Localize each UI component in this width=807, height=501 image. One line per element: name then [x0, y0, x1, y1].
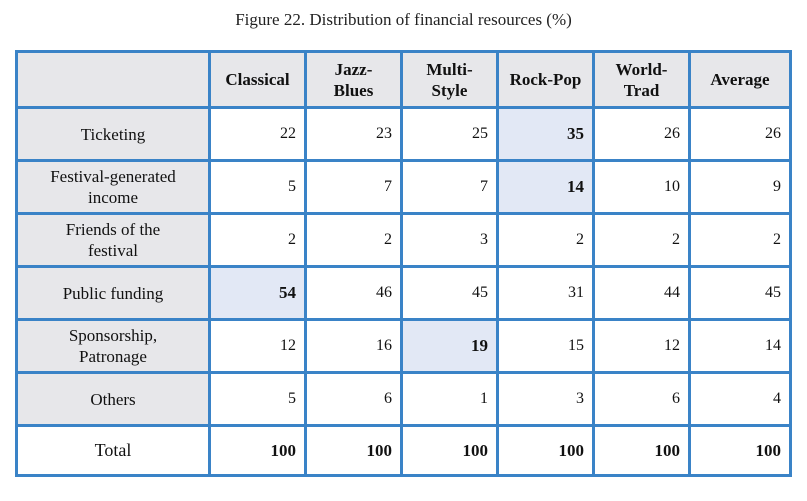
value-cell: 45	[400, 265, 499, 321]
table-row: Sponsorship, Patronage 12 16 19 15 12 14	[15, 318, 792, 374]
total-value-cell: 100	[592, 424, 691, 477]
value-cell: 44	[592, 265, 691, 321]
value-cell: 2	[208, 212, 307, 268]
column-header-text: Average	[710, 70, 770, 89]
column-header-text: World-	[615, 59, 668, 79]
table-row: Friends of the festival 2 2 3 2 2 2	[15, 212, 792, 268]
financial-resources-table: Classical Jazz- Blues Multi- Style Rock-Pop Wo…	[15, 50, 792, 477]
row-label: Sponsorship, Patronage	[15, 318, 211, 374]
value-cell: 46	[304, 265, 403, 321]
row-label-text: Sponsorship,	[68, 326, 158, 345]
value-cell: 1	[400, 371, 499, 427]
header-row: Classical Jazz- Blues Multi- Style Rock-Pop Wo…	[15, 50, 792, 109]
highlighted-value-cell: 19	[400, 318, 499, 374]
column-header-text: Multi-	[426, 59, 473, 79]
column-header-text: Style	[431, 80, 468, 100]
row-label-text: Patronage	[79, 347, 147, 366]
value-cell: 15	[496, 318, 595, 374]
highlighted-value-cell: 35	[496, 106, 595, 162]
value-cell: 7	[304, 159, 403, 215]
column-header-text: Blues	[333, 80, 374, 100]
value-cell: 26	[592, 106, 691, 162]
value-cell: 22	[208, 106, 307, 162]
corner-cell	[15, 50, 211, 109]
highlighted-value-cell: 14	[496, 159, 595, 215]
column-header: Classical	[208, 50, 307, 109]
value-cell: 4	[688, 371, 792, 427]
row-label: Festival-generated income	[15, 159, 211, 215]
row-label: Others	[15, 371, 211, 427]
value-cell: 26	[688, 106, 792, 162]
row-label-text: Ticketing	[80, 124, 146, 144]
row-label-text: festival	[87, 241, 139, 260]
value-cell: 14	[688, 318, 792, 374]
total-value-cell: 100	[496, 424, 595, 477]
value-cell: 6	[304, 371, 403, 427]
value-cell: 5	[208, 159, 307, 215]
column-header-text: Rock-Pop	[509, 70, 582, 89]
row-label: Friends of the festival	[15, 212, 211, 268]
row-label: Ticketing	[15, 106, 211, 162]
row-label-text: Friends of the	[65, 220, 161, 239]
value-cell: 12	[208, 318, 307, 374]
table-row: Festival-generated income 5 7 7 14 10 9	[15, 159, 792, 215]
value-cell: 31	[496, 265, 595, 321]
table-row: Public funding 54 46 45 31 44 45	[15, 265, 792, 321]
column-header: World- Trad	[592, 50, 691, 109]
table-row: Ticketing 22 23 25 35 26 26	[15, 106, 792, 162]
value-cell: 16	[304, 318, 403, 374]
value-cell: 3	[400, 212, 499, 268]
table-row: Others 5 6 1 3 6 4	[15, 371, 792, 427]
value-cell: 9	[688, 159, 792, 215]
value-cell: 2	[496, 212, 595, 268]
value-cell: 12	[592, 318, 691, 374]
column-header-text: Trad	[623, 80, 660, 100]
column-header: Multi- Style	[400, 50, 499, 109]
total-row: Total 100 100 100 100 100 100	[15, 424, 792, 477]
row-label-text: Others	[90, 389, 136, 409]
figure-title: Figure 22. Distribution of financial res…	[235, 10, 572, 29]
total-label: Total	[15, 424, 211, 477]
column-header: Jazz- Blues	[304, 50, 403, 109]
column-header: Rock-Pop	[496, 50, 595, 109]
row-label-text: Public funding	[62, 283, 164, 303]
total-value-cell: 100	[304, 424, 403, 477]
row-label: Public funding	[15, 265, 211, 321]
value-cell: 2	[688, 212, 792, 268]
row-label-text: income	[87, 188, 139, 207]
value-cell: 45	[688, 265, 792, 321]
value-cell: 5	[208, 371, 307, 427]
value-cell: 2	[592, 212, 691, 268]
value-cell: 2	[304, 212, 403, 268]
column-header: Average	[688, 50, 792, 109]
highlighted-value-cell: 54	[208, 265, 307, 321]
column-header-text: Classical	[225, 70, 290, 89]
total-value-cell: 100	[400, 424, 499, 477]
value-cell: 6	[592, 371, 691, 427]
value-cell: 25	[400, 106, 499, 162]
total-value-cell: 100	[208, 424, 307, 477]
row-label-text: Festival-generated	[50, 167, 176, 186]
value-cell: 3	[496, 371, 595, 427]
value-cell: 10	[592, 159, 691, 215]
total-value-cell: 100	[688, 424, 792, 477]
value-cell: 23	[304, 106, 403, 162]
value-cell: 7	[400, 159, 499, 215]
column-header-text: Jazz-	[334, 59, 373, 79]
